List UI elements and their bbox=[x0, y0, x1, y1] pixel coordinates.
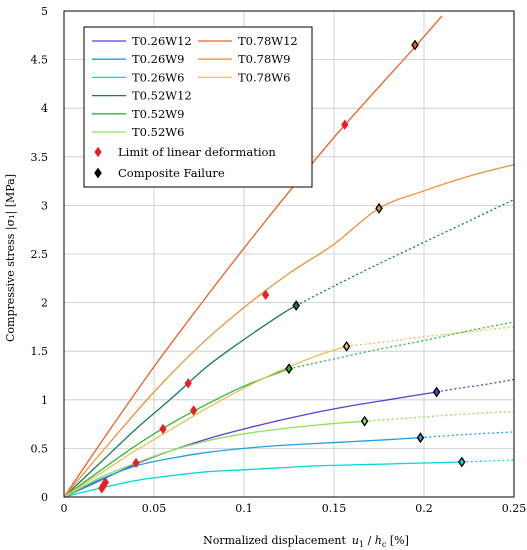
y-axis-ticks: 0 0.5 1 1.5 2 2.5 3 3.5 4 4.5 5 bbox=[31, 5, 49, 504]
legend-label-t078w12: T0.78W12 bbox=[238, 34, 298, 48]
y-tick-label: 4.5 bbox=[31, 54, 49, 67]
failure-marker-fill-t078w6 bbox=[344, 343, 349, 350]
x-axis-label: Normalized displacement u1 / hc [%] bbox=[203, 534, 409, 549]
failure-marker-fill-t026w12 bbox=[434, 388, 439, 396]
x-tick-label: 0.05 bbox=[142, 502, 167, 515]
y-tick-label: 5 bbox=[41, 5, 48, 18]
series-dotted-t026w9 bbox=[420, 431, 514, 439]
series-line-t078w12 bbox=[64, 15, 443, 497]
limit-marker-t052w9 bbox=[159, 423, 167, 435]
limit-marker-t026w6 bbox=[98, 483, 106, 494]
limit-marker-t078w12 bbox=[341, 119, 349, 130]
series-line-t052w9 bbox=[64, 368, 290, 497]
y-tick-label: 2.5 bbox=[31, 248, 49, 261]
series-line-t026w6 bbox=[64, 461, 462, 497]
failure-marker-fill-t026w6 bbox=[459, 458, 464, 466]
legend-marker-limit bbox=[94, 146, 102, 158]
series-line-t078w9 bbox=[64, 163, 514, 497]
series-dotted-t026w6 bbox=[461, 459, 514, 463]
plot-frame bbox=[63, 10, 515, 498]
x-axis-ticks: 0 0.05 0.1 0.15 0.2 0.25 bbox=[61, 502, 527, 515]
y-tick-label: 0.5 bbox=[31, 442, 49, 455]
y-tick-label: 4 bbox=[41, 102, 48, 115]
limit-marker-t078w9 bbox=[262, 289, 270, 301]
series-line-t026w9 bbox=[64, 437, 421, 497]
y-tick-label: 0 bbox=[41, 491, 48, 504]
series-dotted-t078w6 bbox=[346, 326, 514, 347]
legend-label-t026w12: T0.26W12 bbox=[132, 34, 192, 48]
series-lines bbox=[64, 15, 514, 497]
series-dotted-t052w6 bbox=[364, 410, 514, 422]
series-dotted-t026w12 bbox=[436, 378, 514, 393]
legend-marker-failure bbox=[94, 167, 102, 179]
limit-marker-t052w12 bbox=[184, 378, 192, 389]
x-tick-label: 0.1 bbox=[235, 502, 253, 515]
y-axis-label: Compressive stress |σ₁| [MPa] bbox=[4, 174, 18, 342]
failure-marker-fill-t078w12 bbox=[413, 41, 417, 49]
y-tick-label: 1 bbox=[41, 394, 48, 407]
legend-label-t078w6: T0.78W6 bbox=[238, 70, 290, 84]
legend-label-limit: Limit of linear deformation bbox=[118, 145, 276, 159]
y-tick-label: 1.5 bbox=[31, 345, 49, 358]
x-tick-label: 0 bbox=[61, 502, 68, 515]
legend: T0.26W12 T0.26W9 T0.26W6 T0.52W12 T0.52W9 T0.… bbox=[83, 26, 313, 188]
y-tick-label: 2 bbox=[41, 297, 48, 310]
x-tick-label: 0.2 bbox=[415, 502, 433, 515]
failure-marker-fill-t052w12 bbox=[294, 302, 299, 309]
data-markers bbox=[98, 39, 466, 494]
series-dotted-t052w9 bbox=[288, 321, 514, 370]
x-tick-label: 0.25 bbox=[502, 502, 527, 515]
legend-label-failure: Composite Failure bbox=[118, 166, 225, 180]
limit-marker-t052w6 bbox=[132, 457, 140, 469]
legend-label-t078w9: T0.78W9 bbox=[238, 52, 290, 66]
failure-marker-fill-t052w6 bbox=[362, 417, 367, 425]
legend-label-t026w6: T0.26W6 bbox=[132, 70, 184, 84]
series-line-t026w12 bbox=[64, 391, 437, 497]
legend-label-t052w6: T0.52W6 bbox=[132, 125, 184, 139]
legend-box bbox=[83, 26, 313, 188]
series-dotted-t052w12 bbox=[295, 199, 514, 307]
x-tick-label: 0.15 bbox=[322, 502, 347, 515]
legend-label-t052w12: T0.52W12 bbox=[132, 89, 192, 103]
failure-marker-fill-t052w9 bbox=[287, 365, 291, 372]
limit-marker-t078w6 bbox=[190, 405, 198, 416]
series-line-t052w6 bbox=[64, 420, 365, 497]
series-line-t078w6 bbox=[64, 345, 347, 497]
dotted-extensions bbox=[288, 199, 514, 463]
legend-label-t052w9: T0.52W9 bbox=[132, 107, 184, 121]
legend-label-t026w9: T0.26W9 bbox=[132, 52, 184, 66]
y-tick-label: 3 bbox=[41, 199, 48, 212]
failure-marker-fill-t078w9 bbox=[377, 205, 381, 212]
y-tick-label: 3.5 bbox=[31, 151, 49, 164]
failure-marker-fill-t026w9 bbox=[418, 434, 423, 441]
